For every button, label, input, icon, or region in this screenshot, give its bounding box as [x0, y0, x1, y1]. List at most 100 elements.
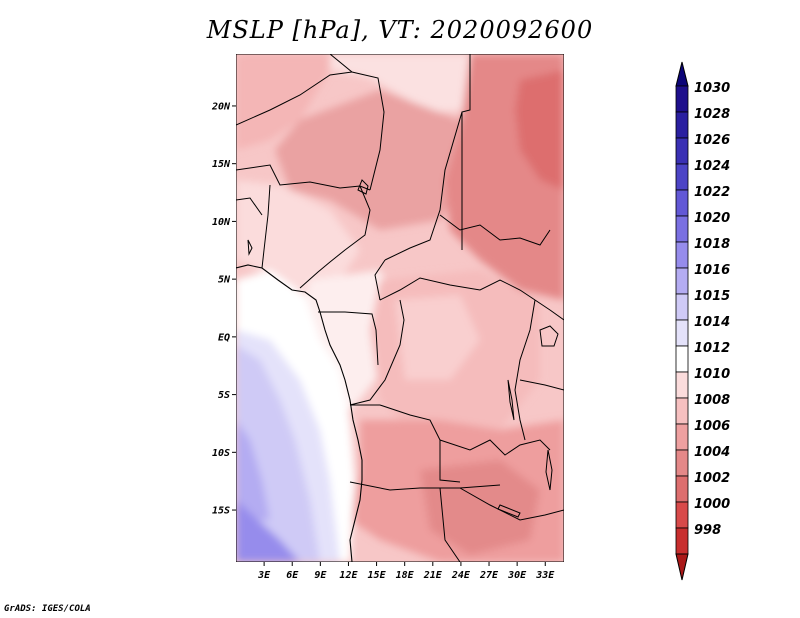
border-zambia-zim [459, 487, 564, 521]
lon-tick-label: 6E [286, 570, 299, 581]
border-burkina [236, 197, 263, 216]
colorbar-label: 1008 [694, 393, 730, 408]
colorbar-label: 1010 [694, 367, 730, 382]
lon-tick-label: 24E [451, 570, 471, 581]
border-drc-east [514, 299, 536, 441]
colorbar-swatch [675, 189, 689, 217]
border-cameroon-gabon [318, 311, 379, 366]
border-car-drc [379, 277, 536, 301]
colorbar-swatch [675, 241, 689, 269]
colorbar-swatch [675, 163, 689, 191]
lake-kariba [497, 504, 521, 518]
colorbar-swatch [675, 137, 689, 165]
colorbar-label: 1012 [694, 341, 730, 356]
lake-victoria [539, 325, 559, 347]
lat-tick-label: 20N [211, 101, 231, 112]
border-uganda-kenya [534, 299, 564, 321]
border-chad-car [374, 259, 386, 301]
border-tanzania [519, 379, 564, 391]
colorbar-label: 1018 [694, 237, 730, 252]
colorbar-label: 1026 [694, 133, 730, 148]
lake-volta [247, 239, 253, 256]
lat-tick-label: EQ [218, 332, 230, 343]
colorbar-label: 1004 [694, 445, 730, 460]
longitude-axis: 3E 6E 9E 12E 15E 18E 21E 24E 27E 30E 33E [257, 562, 555, 581]
colorbar-swatch [675, 475, 689, 503]
lake-malawi [545, 449, 553, 491]
border-mali-niger [236, 71, 353, 126]
coastline-gulf-guinea [236, 264, 363, 562]
colorbar-label: 1006 [694, 419, 730, 434]
colorbar-top-arrow [675, 61, 689, 87]
colorbar-swatch [675, 397, 689, 425]
field-nw [236, 54, 330, 150]
border-chad-sudan [384, 111, 463, 261]
border-nigeria-cameroon [299, 185, 371, 289]
border-algeria-niger [329, 54, 385, 191]
colorbar-label: 1030 [694, 81, 730, 96]
colorbar: 1030 1028 1026 1024 1022 1020 1018 1016 1015 1014… [675, 61, 730, 581]
lon-tick-label: 3E [257, 570, 271, 581]
colorbar-swatch [675, 501, 689, 529]
colorbar-swatch [675, 319, 689, 347]
colorbar-swatch [675, 215, 689, 243]
lon-tick-label: 30E [507, 570, 527, 581]
lon-tick-label: 27E [479, 570, 499, 581]
colorbar-label: 1028 [694, 107, 730, 122]
field-zambia [420, 460, 540, 555]
pressure-field [236, 54, 564, 562]
colorbar-swatch [675, 111, 689, 139]
grads-credit: GrADS: IGES/COLA [4, 604, 91, 614]
border-libya-egypt [461, 54, 471, 250]
colorbar-swatch [675, 293, 689, 321]
colorbar-bottom-arrow [675, 553, 689, 581]
colorbar-swatch [675, 423, 689, 451]
border-sudan-southsudan [439, 214, 551, 246]
field-ocean-lavender4 [236, 500, 300, 562]
colorbar-swatch [675, 527, 689, 555]
colorbar-label: 1024 [694, 159, 730, 174]
lat-tick-label: 10S [212, 448, 230, 459]
colorbar-label: 1015 [694, 289, 730, 304]
lake-chad [357, 179, 369, 195]
country-borders [236, 54, 564, 562]
colorbar-swatch [675, 85, 689, 113]
border-congo-drc [349, 299, 405, 406]
colorbar-label: 1022 [694, 185, 730, 200]
colorbar-swatch [675, 267, 689, 295]
border-zambia-drc [439, 439, 551, 456]
lat-tick-label: 10N [212, 217, 231, 228]
border-benin-nigeria [261, 184, 271, 269]
lon-tick-label: 9E [314, 570, 327, 581]
border-namibia-botswana [439, 487, 461, 562]
colorbar-label: 1000 [694, 497, 730, 512]
lon-tick-label: 21E [423, 570, 443, 581]
lon-tick-label: 33E [535, 570, 555, 581]
colorbar-label: 998 [694, 523, 721, 538]
field-chad [275, 90, 470, 230]
colorbar-swatch [675, 449, 689, 477]
border-drc-angola [350, 404, 461, 483]
field-redsea [515, 70, 564, 190]
lat-tick-label: 15S [212, 506, 230, 517]
lat-tick-label: 5N [218, 275, 231, 286]
lat-tick-label: 15N [212, 159, 231, 170]
lon-tick-label: 18E [396, 570, 415, 581]
lat-tick-label: 5S [218, 390, 230, 401]
lon-tick-label: 15E [368, 570, 387, 581]
border-angola-namibia [349, 481, 501, 491]
plot-title: MSLP [hPa], VT: 2020092600 [206, 16, 594, 44]
lake-tanganyika [507, 379, 515, 421]
latitude-axis: 20N 15N 10N 5N EQ 5S 10S 15S [211, 101, 236, 517]
colorbar-label: 1014 [694, 315, 730, 330]
lon-tick-label: 12E [339, 570, 358, 581]
colorbar-label: 1002 [694, 471, 730, 486]
colorbar-label: 1020 [694, 211, 730, 226]
field-sahara-light [330, 54, 470, 112]
field-ocean-lavender3 [236, 420, 270, 520]
colorbar-label: 1016 [694, 263, 730, 278]
colorbar-swatch [675, 345, 689, 373]
field-congo-light [395, 295, 480, 380]
colorbar-swatch [675, 371, 689, 399]
